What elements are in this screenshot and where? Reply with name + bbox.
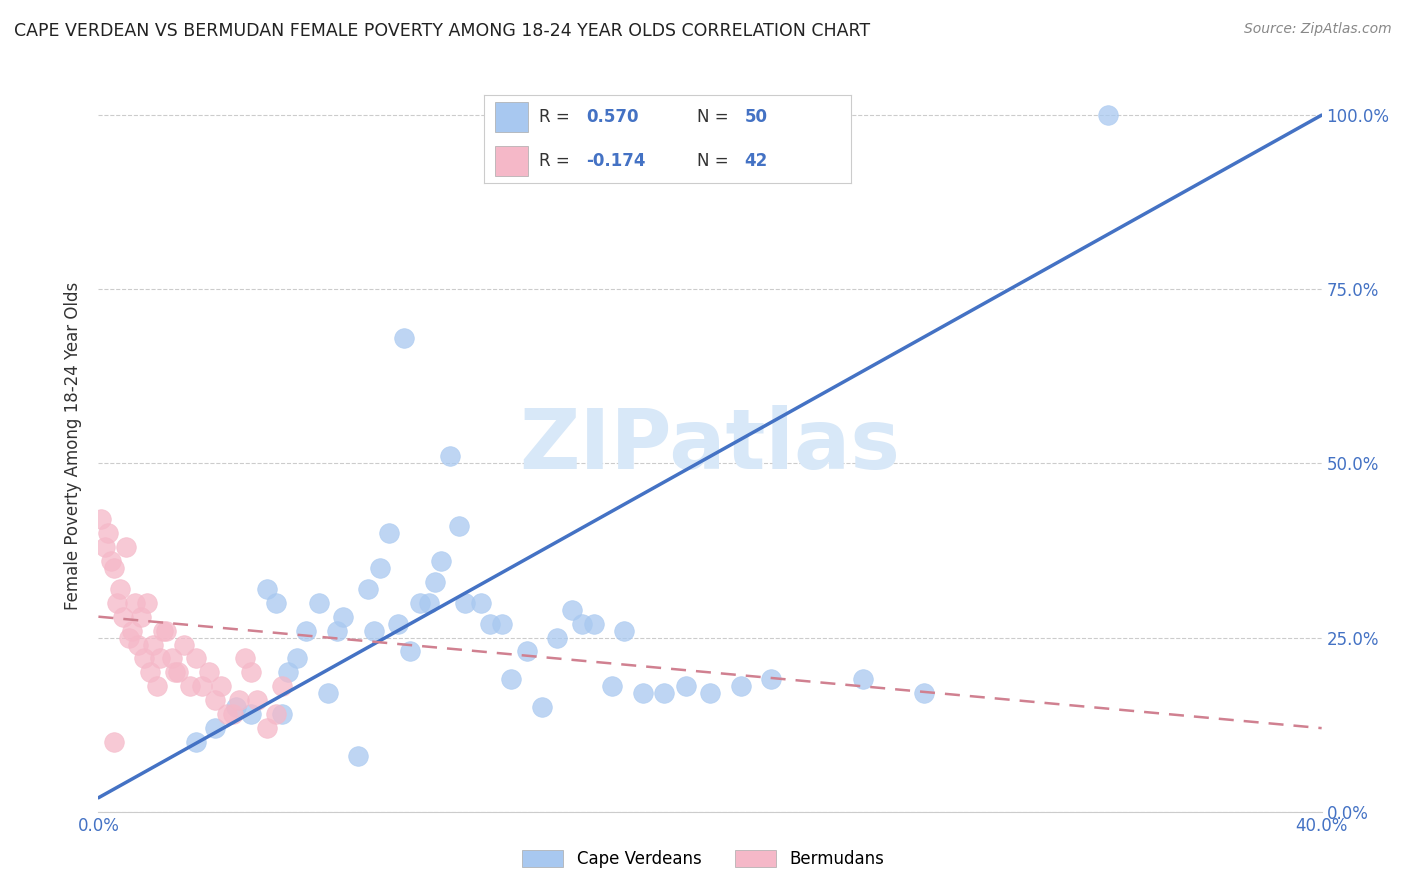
Point [378, 526, 401, 541]
Point [423, 574, 446, 589]
Point [145, 679, 167, 693]
Point [730, 679, 752, 693]
Point [129, 609, 152, 624]
Point [530, 700, 553, 714]
Legend: Cape Verdeans, Bermudans: Cape Verdeans, Bermudans [515, 843, 891, 875]
Point [103, 561, 125, 575]
Point [197, 665, 219, 680]
Point [308, 596, 330, 610]
Point [600, 679, 623, 693]
Point [173, 638, 195, 652]
Point [149, 651, 172, 665]
Point [97, 526, 120, 541]
Point [332, 609, 354, 624]
Point [179, 679, 201, 693]
Point [142, 638, 165, 652]
Point [368, 561, 391, 575]
Point [233, 651, 256, 665]
Point [561, 603, 583, 617]
Point [1097, 108, 1119, 122]
Point [264, 707, 287, 722]
Point [439, 450, 461, 464]
Point [246, 693, 269, 707]
Text: Source: ZipAtlas.com: Source: ZipAtlas.com [1244, 22, 1392, 37]
Point [449, 519, 471, 533]
Point [277, 665, 299, 680]
Point [167, 665, 190, 680]
Y-axis label: Female Poverty Among 18-24 Year Olds: Female Poverty Among 18-24 Year Olds [65, 282, 83, 610]
Point [215, 707, 238, 722]
Text: ZIPatlas: ZIPatlas [520, 406, 900, 486]
Point [430, 554, 453, 568]
Point [228, 693, 250, 707]
Point [134, 651, 156, 665]
Point [209, 679, 232, 693]
Point [100, 554, 122, 568]
Point [699, 686, 721, 700]
Point [136, 596, 159, 610]
Point [347, 749, 370, 764]
Point [93, 540, 115, 554]
Point [270, 707, 292, 722]
Point [155, 624, 177, 638]
Point [326, 624, 349, 638]
Point [105, 596, 128, 610]
Point [204, 721, 226, 735]
Point [582, 616, 605, 631]
Point [454, 596, 477, 610]
Point [160, 651, 183, 665]
Point [264, 596, 287, 610]
Point [270, 679, 292, 693]
Point [118, 631, 141, 645]
Point [90, 512, 112, 526]
Point [399, 644, 422, 658]
Point [115, 540, 138, 554]
Point [163, 665, 186, 680]
Point [225, 700, 247, 714]
Point [356, 582, 378, 596]
Point [295, 624, 318, 638]
Point [121, 624, 143, 638]
Point [912, 686, 935, 700]
Point [103, 735, 125, 749]
Point [418, 596, 440, 610]
Point [363, 624, 385, 638]
Point [240, 707, 263, 722]
Point [613, 624, 636, 638]
Point [111, 609, 134, 624]
Point [152, 624, 174, 638]
Point [222, 707, 245, 722]
Point [852, 673, 875, 687]
Point [186, 651, 208, 665]
Point [285, 651, 308, 665]
Text: CAPE VERDEAN VS BERMUDAN FEMALE POVERTY AMONG 18-24 YEAR OLDS CORRELATION CHART: CAPE VERDEAN VS BERMUDAN FEMALE POVERTY … [14, 22, 870, 40]
Point [516, 644, 538, 658]
Point [256, 582, 278, 596]
Point [204, 693, 226, 707]
Point [387, 616, 409, 631]
Point [191, 679, 214, 693]
Point [546, 631, 568, 645]
Point [631, 686, 654, 700]
Point [571, 616, 593, 631]
Point [408, 596, 430, 610]
Point [186, 735, 208, 749]
Point [478, 616, 501, 631]
Point [470, 596, 492, 610]
Point [316, 686, 339, 700]
Point [759, 673, 782, 687]
Point [652, 686, 675, 700]
Point [240, 665, 263, 680]
Point [256, 721, 278, 735]
Point [675, 679, 697, 693]
Point [127, 638, 149, 652]
Point [491, 616, 513, 631]
Point [139, 665, 162, 680]
Point [124, 596, 146, 610]
Point [501, 673, 523, 687]
Point [108, 582, 131, 596]
Point [392, 331, 416, 345]
